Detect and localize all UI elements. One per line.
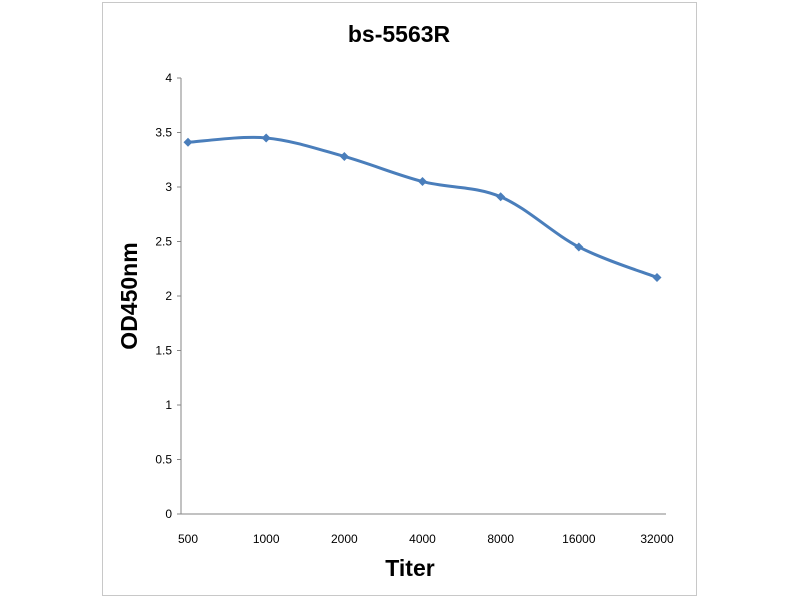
series-group [183,133,662,282]
x-tick-label: 4000 [409,532,436,546]
y-axis: 0 0.5 1 1.5 2 2.5 3 3.5 4 [155,71,182,521]
x-tick-label: 500 [178,532,198,546]
x-tick-label: 16000 [562,532,596,546]
y-tick-label: 3 [165,180,172,194]
y-tick-label: 3.5 [155,126,172,140]
y-tick-label: 0 [165,507,172,521]
x-tick-label: 32000 [640,532,674,546]
x-axis: 500 1000 2000 4000 8000 16000 32000 [178,513,674,546]
data-point-marker [183,137,193,147]
y-tick-label: 4 [165,71,172,85]
data-point-marker [261,133,271,143]
y-axis-title: OD450nm [116,242,142,349]
y-tick-label: 2 [165,289,172,303]
x-tick-label: 1000 [253,532,280,546]
x-axis-title: Titer [385,555,434,581]
x-tick-label: 2000 [331,532,358,546]
x-tick-label: 8000 [487,532,514,546]
y-tick-label: 1 [165,398,172,412]
y-tick-label: 1.5 [155,344,172,358]
data-point-marker [496,192,506,202]
y-tick-label: 0.5 [155,453,172,467]
chart-frame [102,2,697,596]
series-line [187,135,658,279]
data-point-marker [652,272,662,282]
y-tick-label: 2.5 [155,235,172,249]
data-point-marker [418,177,427,187]
data-point-marker [574,242,584,252]
chart-title: bs-5563R [348,21,451,47]
data-point-marker [339,151,349,161]
